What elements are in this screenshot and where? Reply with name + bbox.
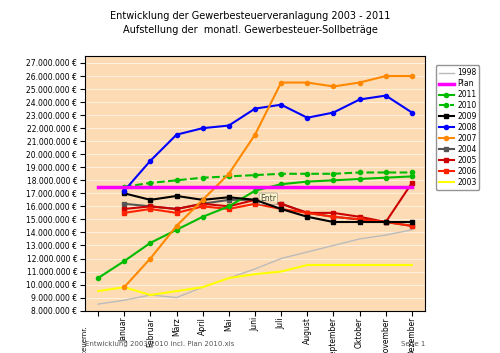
Text: Entwicklung der Gewerbesteuerveranlagung 2003 - 2011: Entwicklung der Gewerbesteuerveranlagung… <box>110 11 390 20</box>
Legend: 1998, Plan, 2011, 2010, 2009, 2008, 2007, 2004, 2005, 2006, 2003: 1998, Plan, 2011, 2010, 2009, 2008, 2007… <box>436 65 480 190</box>
Text: Seite 1: Seite 1 <box>400 341 425 347</box>
Text: Entr: Entr <box>260 194 276 203</box>
Text: Aufstellung der  monatl. Gewerbesteuer-Sollbeträge: Aufstellung der monatl. Gewerbesteuer-So… <box>122 25 378 35</box>
Text: Jahressoll/ Steuernr.: Jahressoll/ Steuernr. <box>82 326 88 353</box>
Text: Entwicklung 2003-2010 incl. Plan 2010.xls: Entwicklung 2003-2010 incl. Plan 2010.xl… <box>85 341 234 347</box>
